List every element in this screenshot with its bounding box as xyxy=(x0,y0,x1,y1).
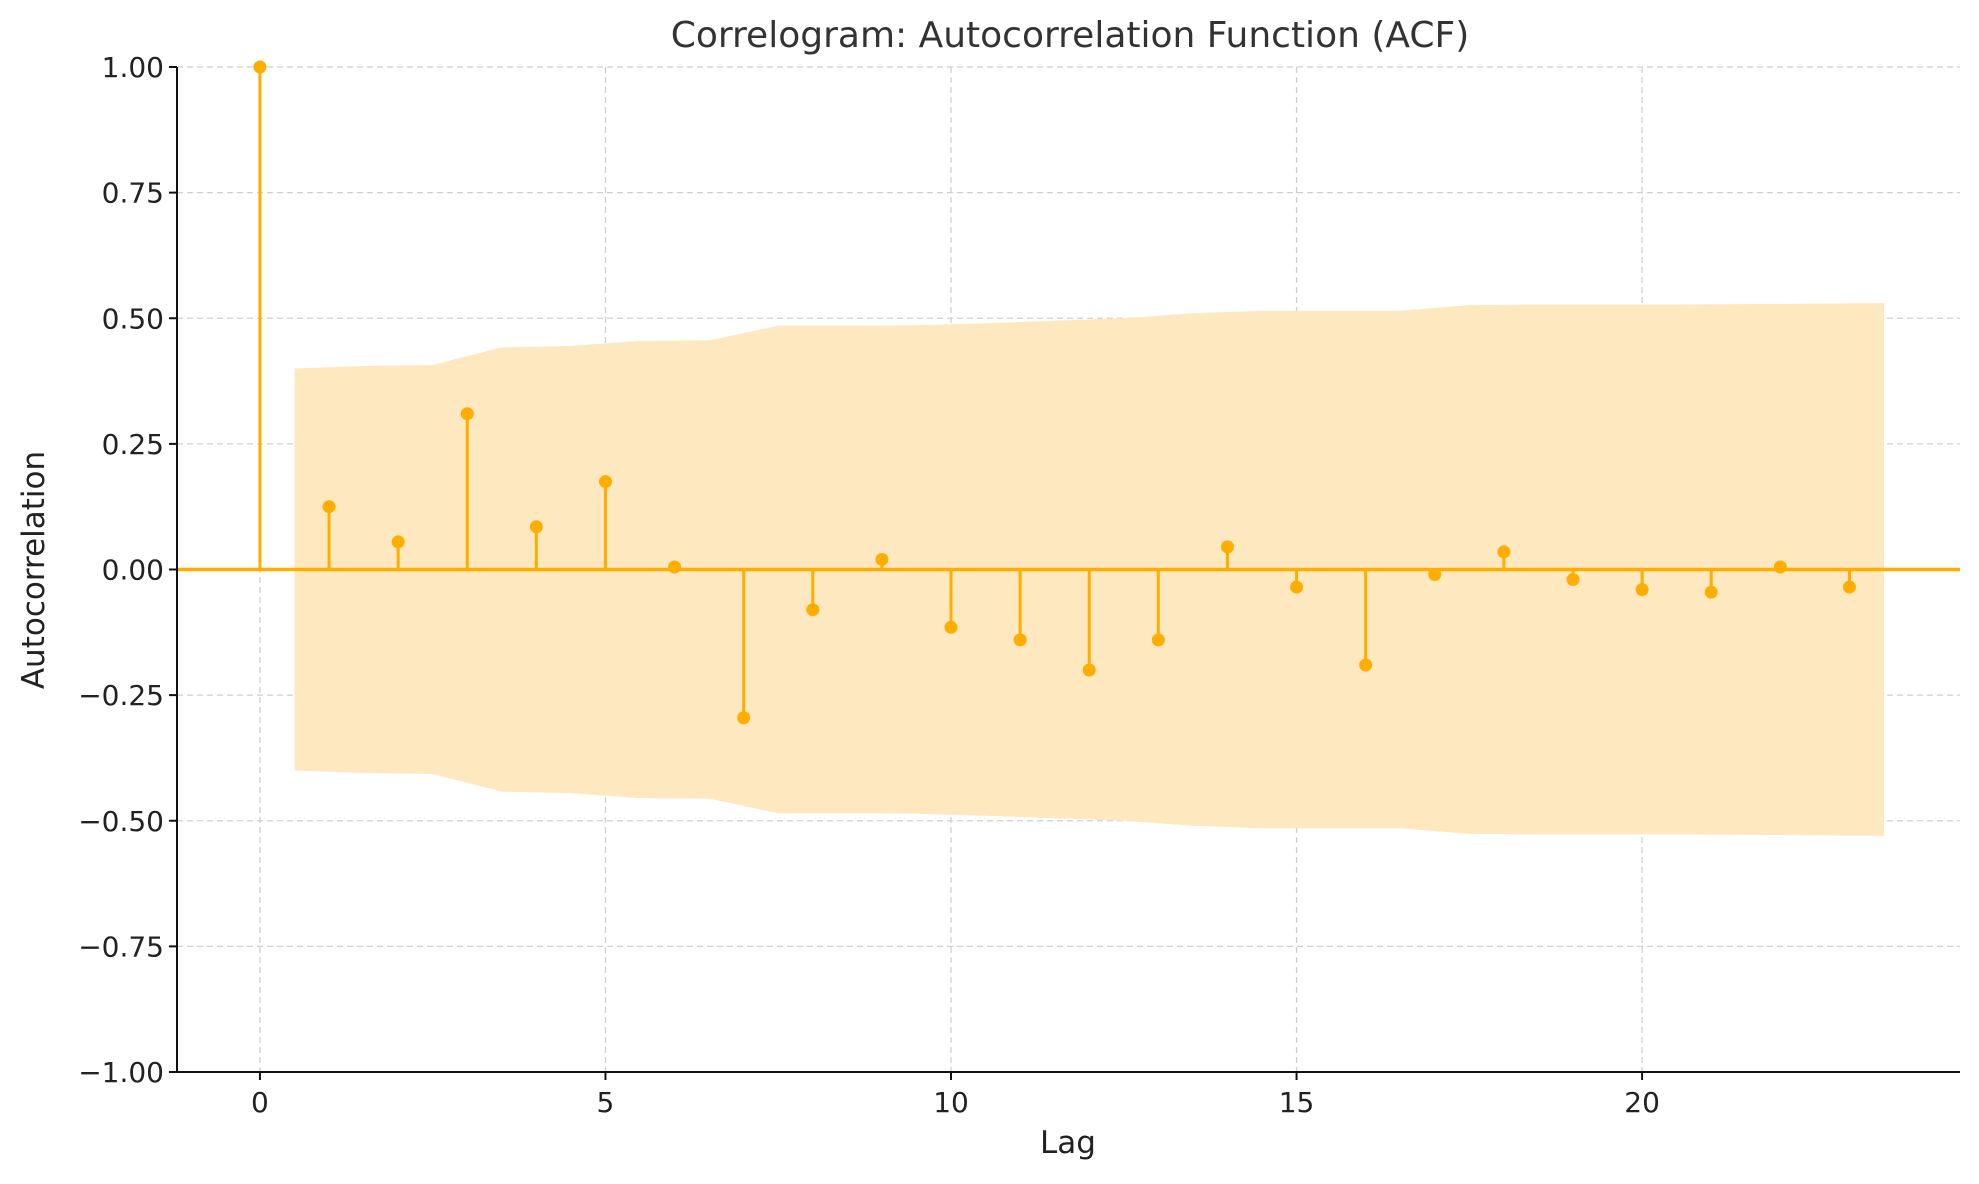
acf-marker xyxy=(529,520,543,534)
y-tick-label: −1.00 xyxy=(78,1056,164,1089)
acf-marker xyxy=(1151,633,1165,647)
acf-marker xyxy=(1220,540,1234,554)
y-tick-label: −0.50 xyxy=(78,805,164,838)
x-tick-label: 5 xyxy=(597,1086,615,1119)
acf-marker xyxy=(1428,568,1442,582)
acf-marker xyxy=(1566,573,1580,587)
acf-marker xyxy=(737,711,751,725)
acf-marker xyxy=(460,407,474,421)
y-tick-label: 1.00 xyxy=(102,51,164,84)
acf-marker xyxy=(1497,545,1511,559)
y-tick-label: 0.00 xyxy=(102,554,164,587)
acf-marker xyxy=(1842,580,1856,594)
acf-marker xyxy=(1773,560,1787,574)
x-tick-label: 10 xyxy=(933,1086,969,1119)
acf-marker xyxy=(1290,580,1304,594)
acf-marker xyxy=(668,560,682,574)
acf-marker xyxy=(1704,585,1718,599)
tick-group: 0 5 10 15 20 1.00 0.75 0.50 0.25 0.00 −0.25 −0.50 −0… xyxy=(78,51,1660,1119)
acf-marker xyxy=(1013,633,1027,647)
acf-marker xyxy=(875,552,889,566)
y-axis-label: Autocorrelation xyxy=(16,451,52,689)
acf-marker xyxy=(598,475,612,489)
acf-marker xyxy=(322,500,336,514)
acf-marker xyxy=(253,60,267,74)
acf-marker xyxy=(944,620,958,634)
y-tick-label: −0.75 xyxy=(78,930,164,963)
x-tick-label: 20 xyxy=(1624,1086,1660,1119)
acf-marker xyxy=(806,603,820,617)
acf-marker xyxy=(1359,658,1373,672)
y-tick-label: 0.75 xyxy=(102,177,164,210)
stem-group xyxy=(177,60,1960,725)
x-axis-label: Lag xyxy=(1040,1125,1096,1161)
x-tick-label: 15 xyxy=(1279,1086,1315,1119)
acf-marker xyxy=(391,535,405,549)
acf-marker xyxy=(1635,583,1649,597)
y-tick-label: 0.50 xyxy=(102,302,164,335)
chart-title: Correlogram: Autocorrelation Function (A… xyxy=(671,15,1470,56)
acf-marker xyxy=(1082,663,1096,677)
y-tick-label: −0.25 xyxy=(78,679,164,712)
x-tick-label: 0 xyxy=(251,1086,269,1119)
y-tick-label: 0.25 xyxy=(102,428,164,461)
